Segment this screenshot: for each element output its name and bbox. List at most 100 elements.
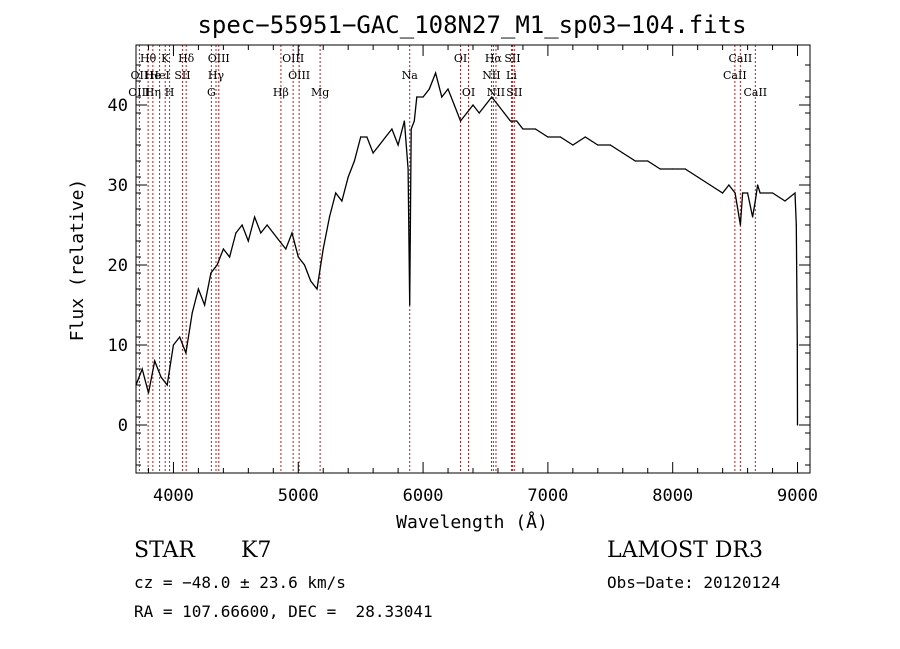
data-point-67 (547, 136, 549, 138)
x-tick-label-5: 9000 (777, 486, 818, 506)
data-point-90 (759, 192, 761, 194)
line-label-8: SII (174, 69, 190, 82)
data-point-93 (794, 192, 796, 194)
data-point-48 (416, 96, 418, 98)
data-point-13 (216, 264, 218, 266)
data-point-46 (410, 128, 412, 130)
data-point-11 (204, 304, 206, 306)
data-point-14 (222, 248, 224, 250)
data-point-39 (378, 144, 380, 146)
x-tick-label-1: 5000 (278, 486, 319, 506)
data-point-73 (622, 152, 624, 154)
data-point-21 (266, 224, 268, 226)
observation-date: Obs−Date: 20120124 (607, 573, 781, 592)
data-point-26 (297, 256, 299, 258)
line-label-9: Hδ (178, 52, 195, 65)
y-tick-label-2: 20 (108, 256, 128, 276)
line-label-17: Na (402, 69, 419, 82)
data-point-25 (291, 232, 293, 234)
data-point-10 (197, 288, 200, 290)
data-point-91 (771, 192, 774, 194)
line-label-1: OII (131, 69, 149, 82)
data-point-1 (141, 368, 143, 370)
line-label-6: HeI (149, 69, 169, 82)
x-tick-label-4: 8000 (652, 486, 693, 506)
y-tick-label-3: 30 (108, 176, 128, 196)
data-point-80 (709, 184, 711, 186)
data-point-36 (360, 136, 362, 138)
line-label-10: OIII (208, 52, 230, 65)
data-point-41 (391, 128, 393, 130)
data-point-43 (403, 120, 405, 122)
plot-frame (135, 44, 811, 474)
line-label-14: OIII (288, 69, 310, 82)
data-point-82 (728, 184, 730, 186)
data-point-57 (472, 104, 474, 106)
data-point-18 (247, 240, 249, 242)
spectrum-series (135, 70, 799, 426)
radial-velocity: cz = −48.0 ± 23.6 km/s (134, 573, 346, 592)
data-point-66 (534, 128, 537, 130)
data-point-89 (756, 184, 759, 186)
data-point-49 (422, 96, 424, 98)
line-label-28: CaII (743, 86, 767, 99)
data-point-78 (684, 168, 686, 170)
data-point-6 (172, 344, 175, 346)
sky-coordinates: RA = 107.66600, DEC = 28.33041 (134, 602, 433, 621)
data-point-64 (516, 120, 518, 122)
data-point-79 (697, 176, 699, 178)
data-point-37 (366, 136, 368, 138)
line-label-4: Hη (145, 86, 161, 99)
data-point-95 (796, 344, 798, 346)
data-point-17 (241, 224, 243, 226)
data-point-96 (796, 424, 799, 426)
spectral-line-markers (138, 45, 756, 473)
data-point-31 (328, 216, 331, 218)
line-label-18: OI (454, 52, 467, 65)
line-label-2: OIII (128, 86, 150, 99)
data-point-81 (722, 192, 724, 194)
data-point-23 (278, 240, 281, 242)
x-tick-label-0: 4000 (153, 486, 194, 506)
data-point-88 (754, 200, 756, 202)
data-point-40 (385, 136, 387, 138)
line-label-26: CaII (729, 52, 753, 65)
data-point-58 (478, 112, 480, 114)
line-label-25: SII (506, 86, 522, 99)
line-label-24: NII (487, 86, 505, 99)
data-point-12 (210, 272, 212, 274)
data-point-32 (335, 192, 337, 194)
line-label-11: Hγ (208, 69, 225, 82)
data-point-15 (229, 256, 231, 258)
y-axis-ticks: 0 10 20 30 40 (108, 64, 810, 466)
line-label-5: K (161, 52, 170, 65)
y-tick-label-0: 0 (118, 416, 128, 436)
data-point-28 (310, 280, 312, 282)
line-label-15: Hβ (273, 86, 289, 99)
data-point-69 (572, 144, 574, 146)
y-tick-label-1: 10 (108, 336, 128, 356)
data-point-77 (672, 168, 674, 170)
line-label-7: H (165, 86, 175, 99)
data-point-19 (253, 216, 256, 218)
line-label-27: CaII (723, 69, 747, 82)
data-point-72 (609, 144, 611, 146)
data-point-3 (154, 360, 156, 362)
data-point-2 (147, 392, 150, 394)
data-point-38 (372, 152, 374, 154)
data-point-75 (647, 160, 649, 162)
data-point-30 (322, 248, 324, 250)
data-point-33 (341, 200, 343, 202)
data-point-22 (272, 232, 274, 234)
data-point-71 (597, 144, 599, 146)
line-label-20: Hα (485, 52, 503, 65)
data-point-61 (497, 104, 499, 106)
data-point-70 (584, 136, 586, 138)
data-point-83 (734, 192, 736, 194)
data-point-34 (347, 176, 349, 178)
chart-title: spec−55951−GAC_108N27_M1_sp03−104.fits (197, 11, 746, 39)
line-label-19: OI (462, 86, 475, 99)
x-tick-label-3: 7000 (527, 486, 568, 506)
data-point-53 (447, 88, 449, 90)
